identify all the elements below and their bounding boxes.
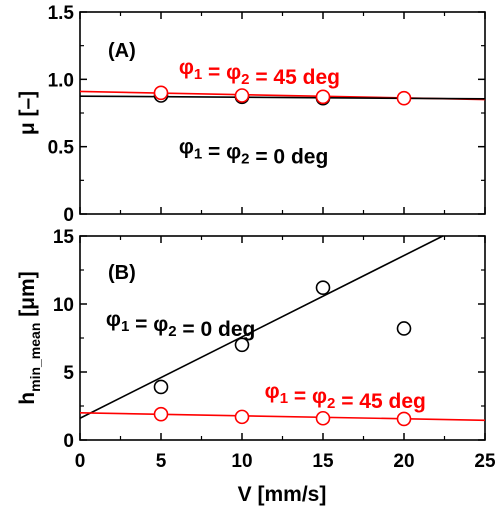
panel-a-tag: (A) <box>108 40 136 62</box>
data-point-series-0 <box>396 90 412 106</box>
panel-b-fits <box>79 235 486 422</box>
ytick-label: 15 <box>53 227 75 248</box>
xtick-label: 0 <box>75 451 86 472</box>
data-point-series-0 <box>153 379 169 395</box>
xtick-label: 20 <box>393 451 414 472</box>
xtick-label: 5 <box>156 451 167 472</box>
data-point-series-0 <box>234 337 250 353</box>
panel-a-annotations: φ1 = φ2 = 45 deg φ1 = φ2 = 0 deg <box>179 56 340 168</box>
data-point-series-0 <box>234 88 250 103</box>
series-annotation-0: φ1 = φ2 = 45 deg <box>179 56 340 89</box>
data-point-series-0 <box>153 85 169 101</box>
fit-line-series-1 <box>79 95 486 100</box>
panel-a-ylabel: μ [–] <box>16 91 39 135</box>
ytick-label: 1.0 <box>48 70 74 91</box>
series-annotation-1: φ1 = φ2 = 45 deg <box>265 380 426 413</box>
panel-a-frame <box>79 11 486 215</box>
ytick-label: 5 <box>63 363 74 384</box>
panel-b-yticks: 0 5 10 15 <box>53 227 485 452</box>
data-point-series-1 <box>153 406 169 422</box>
ytick-label: 0 <box>63 205 74 226</box>
data-point-series-0 <box>396 321 412 336</box>
xtick-label: 15 <box>312 451 334 472</box>
ytick-label: 10 <box>53 295 74 316</box>
xtick-label: 25 <box>474 451 496 472</box>
data-point-series-0 <box>315 280 331 295</box>
panel-a-yticks: 0 0.5 1.0 1.5 <box>48 3 486 226</box>
fit-line-series-1 <box>79 412 486 422</box>
data-point-series-1 <box>315 410 331 426</box>
panel-b-xlabel: V [mm/s] <box>238 483 327 506</box>
panel-b-annotations: φ1 = φ2 = 0 deg φ1 = φ2 = 45 deg <box>106 308 426 413</box>
ytick-label: 0.5 <box>48 138 75 159</box>
xtick-label: 10 <box>231 451 252 472</box>
panel-a-points <box>153 85 412 106</box>
fit-line-series-0 <box>79 235 444 419</box>
panel-b-xticks: 0 5 10 15 20 25 <box>75 236 496 472</box>
panel-a-fits <box>79 90 486 101</box>
series-annotation-0: φ1 = φ2 = 0 deg <box>106 308 255 341</box>
series-annotation-1: φ1 = φ2 = 0 deg <box>179 135 328 168</box>
panel-b-ylabel: hmin_mean [μm] <box>16 271 43 404</box>
data-point-series-1 <box>396 411 412 427</box>
panel-b-tag: (B) <box>108 262 136 284</box>
data-point-series-0 <box>315 89 331 105</box>
ytick-label: 1.5 <box>48 3 75 24</box>
ytick-label: 0 <box>63 431 74 452</box>
panel-b-points <box>153 280 412 427</box>
data-point-series-1 <box>234 409 250 425</box>
